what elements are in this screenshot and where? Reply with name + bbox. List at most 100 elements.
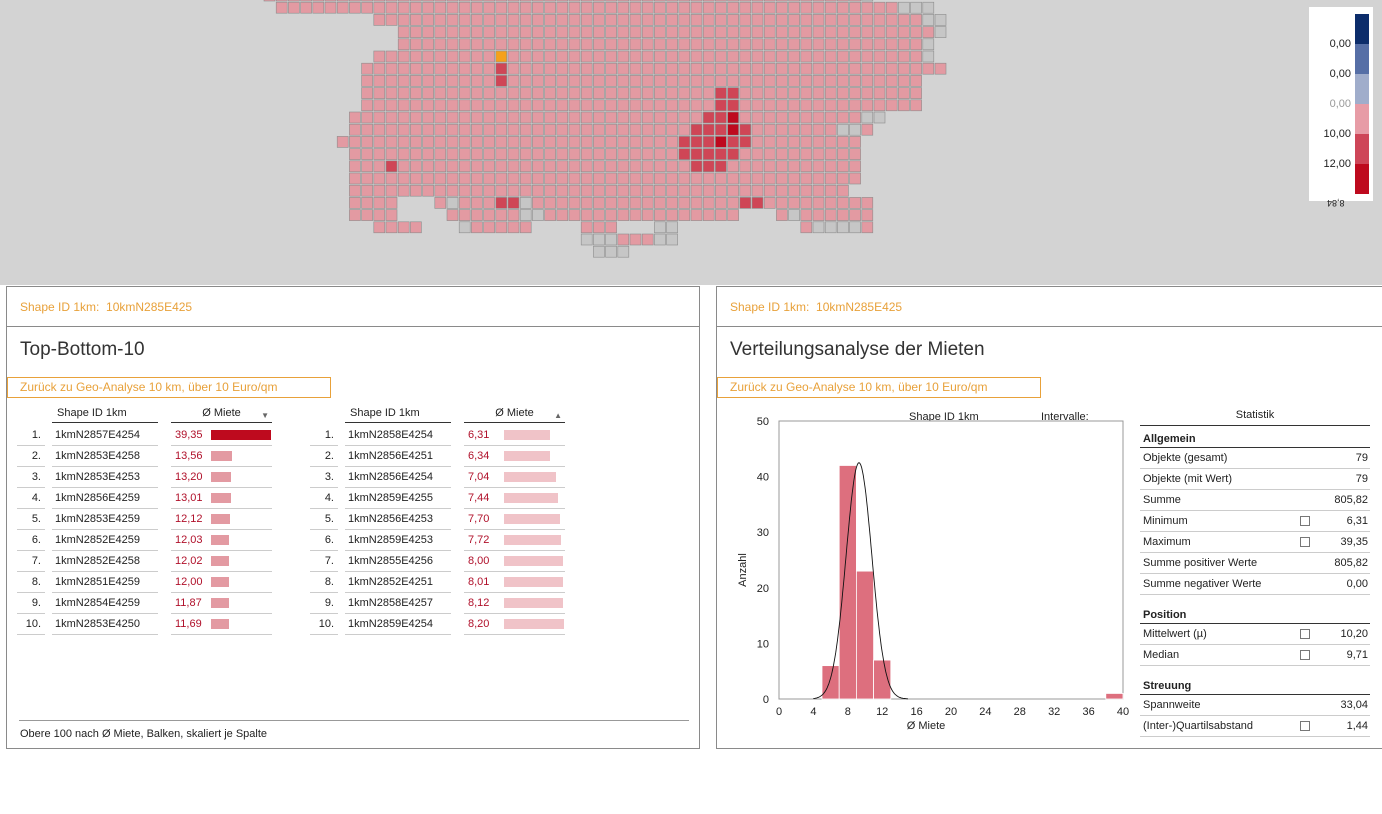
map-cell[interactable] bbox=[422, 14, 434, 26]
map-cell[interactable] bbox=[824, 111, 837, 124]
map-cell[interactable] bbox=[434, 62, 447, 75]
map-cell[interactable] bbox=[617, 172, 630, 185]
map-cell[interactable] bbox=[361, 209, 373, 221]
map-cell[interactable] bbox=[739, 38, 752, 51]
map-cell[interactable] bbox=[800, 172, 813, 185]
map-cell[interactable] bbox=[641, 50, 654, 63]
map-cell[interactable] bbox=[910, 87, 922, 99]
map-cell[interactable] bbox=[812, 87, 825, 99]
map-cell[interactable] bbox=[385, 160, 398, 173]
map-cell[interactable] bbox=[654, 136, 666, 148]
map-cell[interactable] bbox=[690, 62, 703, 75]
map-cell[interactable] bbox=[593, 1, 605, 14]
map-cell[interactable] bbox=[617, 38, 630, 51]
map-cell[interactable] bbox=[824, 123, 837, 136]
map-cell[interactable] bbox=[715, 14, 727, 26]
map-cell[interactable] bbox=[373, 1, 386, 14]
map-cell[interactable] bbox=[690, 75, 703, 87]
map-cell[interactable] bbox=[361, 160, 373, 173]
map-cell[interactable] bbox=[617, 111, 630, 124]
map-cell[interactable] bbox=[751, 160, 764, 173]
map-cell[interactable] bbox=[422, 111, 434, 124]
map-cell[interactable] bbox=[593, 14, 605, 26]
map-cell[interactable] bbox=[849, 0, 861, 2]
map-cell[interactable] bbox=[483, 111, 495, 124]
map-cell[interactable] bbox=[385, 75, 398, 87]
map-cell[interactable] bbox=[727, 160, 739, 173]
map-cell[interactable] bbox=[617, 136, 630, 148]
map-cell[interactable] bbox=[483, 136, 495, 148]
map-cell[interactable] bbox=[727, 197, 739, 209]
map-cell[interactable] bbox=[837, 136, 849, 148]
map-cell[interactable] bbox=[568, 75, 581, 87]
map-cell[interactable] bbox=[861, 50, 874, 63]
map-cell[interactable] bbox=[556, 38, 569, 51]
map-cell[interactable] bbox=[458, 0, 471, 2]
map-cell[interactable] bbox=[702, 123, 715, 136]
map-cell[interactable] bbox=[910, 14, 922, 26]
map-cell[interactable] bbox=[519, 1, 532, 14]
map-cell[interactable] bbox=[678, 26, 691, 38]
map-cell[interactable] bbox=[885, 75, 898, 87]
map-cell[interactable] bbox=[434, 75, 447, 87]
map-cell[interactable] bbox=[678, 184, 691, 197]
map-cell[interactable] bbox=[922, 1, 935, 14]
map-cell[interactable] bbox=[776, 99, 788, 112]
map-cell[interactable] bbox=[800, 160, 813, 173]
map-cell[interactable] bbox=[434, 160, 447, 173]
map-cell[interactable] bbox=[446, 136, 459, 148]
shape-id-cell[interactable]: 1kmN2858E4254 bbox=[345, 425, 451, 446]
map-cell[interactable] bbox=[763, 38, 776, 51]
histogram-interval-label[interactable]: Intervalle: bbox=[1041, 411, 1089, 423]
map-cell[interactable] bbox=[422, 136, 434, 148]
map-cell[interactable] bbox=[568, 209, 581, 221]
map-cell[interactable] bbox=[471, 160, 483, 173]
map-cell[interactable] bbox=[702, 99, 715, 112]
map-cell[interactable] bbox=[580, 75, 593, 87]
map-cell[interactable] bbox=[605, 87, 617, 99]
map-cell[interactable] bbox=[715, 75, 727, 87]
map-cell[interactable] bbox=[495, 1, 508, 14]
map-cell[interactable] bbox=[678, 136, 691, 148]
map-cell[interactable] bbox=[580, 50, 593, 63]
map-cell[interactable] bbox=[556, 184, 569, 197]
map-cell[interactable] bbox=[824, 26, 837, 38]
map-cell[interactable] bbox=[397, 148, 410, 160]
sort-ascending-icon[interactable]: ▲ bbox=[554, 411, 562, 420]
map-cell[interactable] bbox=[751, 148, 764, 160]
map-cell[interactable] bbox=[666, 26, 678, 38]
map-cell[interactable] bbox=[507, 14, 520, 26]
map-cell[interactable] bbox=[483, 14, 495, 26]
map-cell[interactable] bbox=[690, 99, 703, 112]
map-cell[interactable] bbox=[654, 0, 666, 2]
map-cell[interactable] bbox=[617, 0, 630, 2]
map-cell[interactable] bbox=[397, 99, 410, 112]
map-cell[interactable] bbox=[666, 136, 678, 148]
map-cell[interactable] bbox=[410, 75, 422, 87]
map-cell[interactable] bbox=[349, 148, 361, 160]
map-cell[interactable] bbox=[702, 62, 715, 75]
map-cell[interactable] bbox=[861, 123, 874, 136]
map-cell[interactable] bbox=[410, 1, 422, 14]
map-cell[interactable] bbox=[397, 111, 410, 124]
map-cell[interactable] bbox=[275, 0, 288, 2]
rent-map[interactable]: 0,00 0,00 0,00 10,00 12,00 8,84 bbox=[0, 0, 1382, 285]
map-cell[interactable] bbox=[629, 0, 642, 2]
map-cell[interactable] bbox=[849, 160, 861, 173]
map-cell[interactable] bbox=[373, 172, 386, 185]
map-cell[interactable] bbox=[580, 221, 593, 234]
map-cell[interactable] bbox=[385, 136, 398, 148]
map-cell[interactable] bbox=[434, 1, 447, 14]
map-cell[interactable] bbox=[446, 123, 459, 136]
map-cell[interactable] bbox=[629, 50, 642, 63]
map-cell[interactable] bbox=[458, 14, 471, 26]
map-cell[interactable] bbox=[666, 160, 678, 173]
map-cell[interactable] bbox=[532, 123, 544, 136]
map-cell[interactable] bbox=[446, 62, 459, 75]
map-cell[interactable] bbox=[361, 197, 373, 209]
map-cell[interactable] bbox=[507, 26, 520, 38]
column-header-miete[interactable]: Ø Miete ▲ bbox=[464, 405, 565, 423]
map-cell[interactable] bbox=[824, 62, 837, 75]
map-cell[interactable] bbox=[422, 38, 434, 51]
map-cell[interactable] bbox=[812, 111, 825, 124]
